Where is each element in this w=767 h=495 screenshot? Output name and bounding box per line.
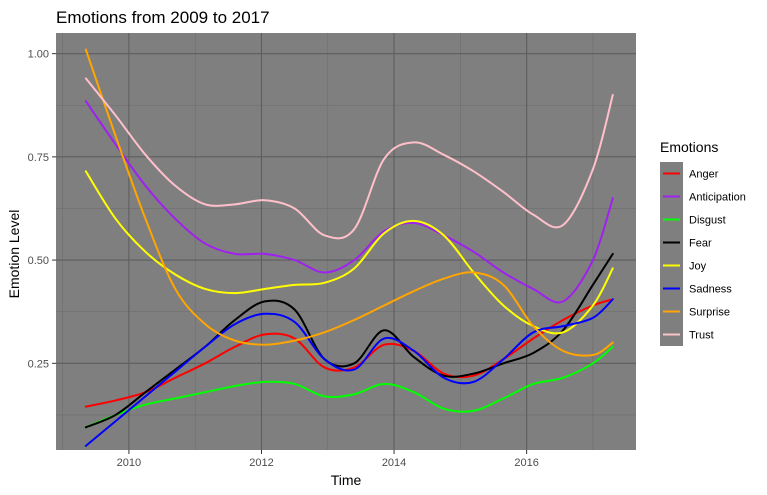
- x-axis-title: Time: [331, 472, 362, 488]
- series-line-sadness: [84, 298, 614, 447]
- legend-label-trust: Trust: [689, 330, 714, 342]
- legend-label-sadness: Sadness: [689, 284, 732, 296]
- y-axis-title: Emotion Level: [6, 210, 22, 299]
- grid-lines: [56, 33, 636, 450]
- x-tick-label: 2014: [382, 457, 406, 469]
- series-line-surprise: [84, 48, 614, 357]
- y-tick-label: 0.50: [28, 255, 49, 267]
- legend-title: Emotions: [660, 139, 718, 155]
- legend-label-fear: Fear: [689, 238, 712, 250]
- y-tick-label: 0.25: [28, 358, 49, 370]
- x-tick-label: 2016: [514, 457, 538, 469]
- series-lines: [84, 48, 614, 447]
- legend-label-surprise: Surprise: [689, 307, 730, 319]
- axis-ticks: 2010 2012 2014 2016 0.25 0.50 0.75 1.00: [28, 49, 539, 469]
- legend-label-anger: Anger: [689, 169, 719, 181]
- series-line-fear: [84, 252, 614, 429]
- series-line-disgust: [84, 345, 614, 429]
- chart-title: Emotions from 2009 to 2017: [56, 8, 270, 27]
- y-tick-label: 1.00: [28, 49, 49, 61]
- plot-panel: [56, 33, 636, 450]
- x-tick-label: 2012: [249, 457, 273, 469]
- legend-label-disgust: Disgust: [689, 215, 726, 227]
- series-line-trust: [84, 77, 614, 240]
- legend-label-anticipation: Anticipation: [689, 192, 746, 204]
- legend: Emotions Anger Anticipation Disgust Fear Joy…: [660, 139, 746, 346]
- legend-label-joy: Joy: [689, 261, 707, 273]
- y-tick-label: 0.75: [28, 152, 49, 164]
- series-line-anticipation: [84, 100, 614, 304]
- x-tick-label: 2010: [117, 457, 141, 469]
- series-line-anger: [84, 298, 614, 408]
